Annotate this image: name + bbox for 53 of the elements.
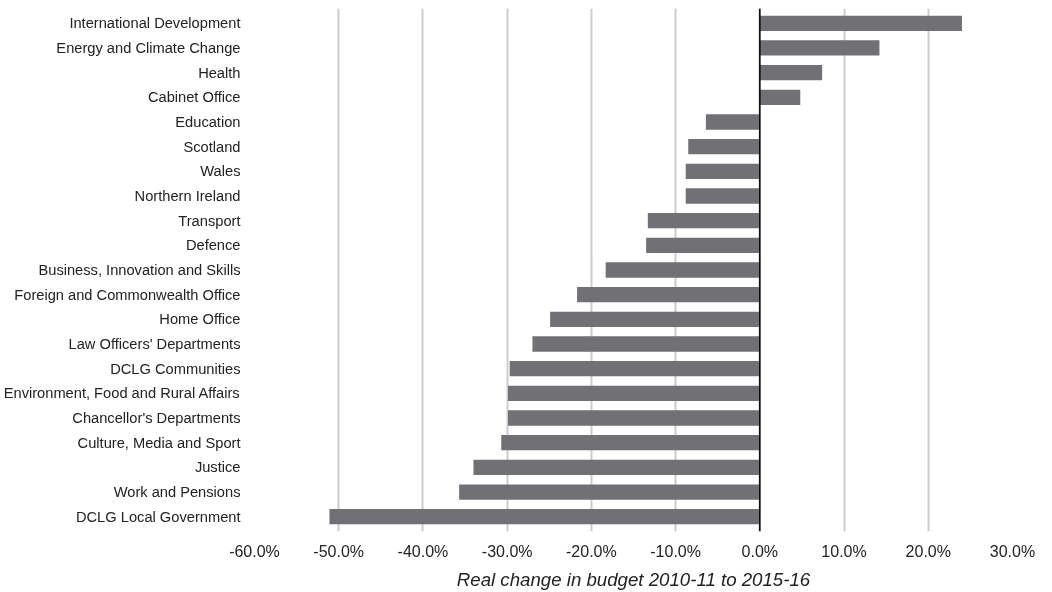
x-tick-label: -30.0% [481, 542, 533, 560]
bar [647, 213, 760, 229]
x-tick-label: 10.0% [821, 542, 867, 560]
y-tick-label: International Development [69, 15, 241, 32]
x-tick-label: 20.0% [905, 542, 951, 560]
y-tick-label: Defence [185, 237, 241, 254]
bar [508, 410, 760, 426]
bar [759, 15, 962, 31]
bar [577, 287, 760, 303]
bar [509, 361, 760, 377]
y-tick-label: Environment, Food and Rural Affairs [3, 385, 240, 402]
bar [705, 114, 760, 130]
y-tick-label: Business, Innovation and Skills [38, 262, 241, 278]
x-axis-title: Real change in budget 2010-11 to 2015-16 [456, 568, 811, 590]
bar [501, 435, 760, 451]
bar [459, 484, 760, 500]
y-tick-label: DCLG Communities [110, 360, 241, 377]
y-tick-label: Law Officers' Departments [68, 336, 241, 353]
bar [759, 64, 823, 81]
y-tick-label: Foreign and Commonwealth Office [14, 286, 241, 303]
x-tick-label: 0.0% [741, 542, 779, 560]
y-tick-label: Wales [200, 163, 241, 180]
y-tick-label: Work and Pensions [113, 484, 241, 501]
y-tick-label: Energy and Climate Change [56, 39, 241, 56]
y-tick-label: DCLG Local Government [75, 508, 241, 525]
x-tick-label: -10.0% [650, 542, 701, 560]
y-tick-label: Scotland [183, 138, 241, 155]
x-tick-label: -60.0% [229, 542, 280, 560]
y-tick-label: Justice [194, 459, 241, 476]
x-tick-label: -50.0% [313, 542, 365, 560]
bar [685, 188, 760, 204]
bar [550, 311, 760, 327]
bar [685, 163, 760, 179]
bar [473, 459, 760, 476]
y-tick-label: Home Office [159, 311, 241, 328]
y-tick-label: Education [175, 113, 241, 130]
bar [759, 89, 801, 105]
x-tick-label: 30.0% [989, 542, 1036, 560]
x-tick-label: -20.0% [566, 542, 617, 560]
bar [329, 509, 760, 525]
bar [605, 262, 760, 278]
bar [646, 237, 760, 253]
y-tick-label: Chancellor's Departments [72, 410, 241, 427]
bar [508, 385, 760, 401]
y-tick-label: Cabinet Office [147, 89, 241, 106]
y-tick-label: Northern Ireland [134, 187, 241, 204]
x-tick-label: -40.0% [397, 542, 449, 560]
y-tick-label: Health [198, 64, 241, 81]
bar [532, 336, 760, 352]
y-tick-label: Culture, Media and Sport [77, 434, 241, 451]
y-tick-label: Transport [178, 212, 241, 229]
bar [759, 40, 880, 56]
bar [688, 139, 760, 155]
